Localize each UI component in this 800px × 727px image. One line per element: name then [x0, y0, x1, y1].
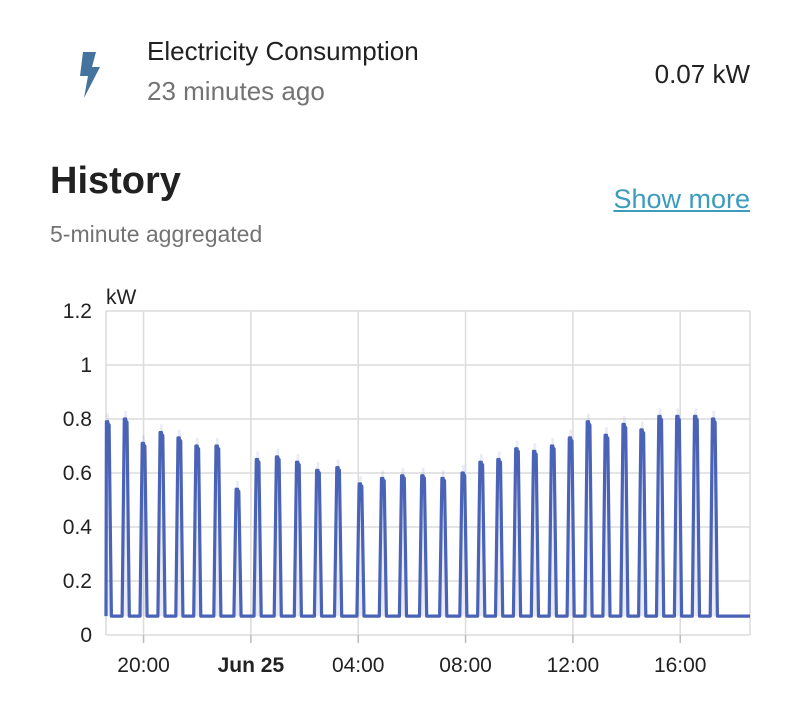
series-peak-point	[533, 449, 537, 453]
chart-grid	[105, 310, 751, 636]
entity-state-value: 0.07 kW	[654, 59, 750, 89]
entity-name: Electricity Consumption	[147, 36, 419, 66]
x-tick-label: Jun 25	[218, 654, 285, 677]
history-chart[interactable]: 0 0.2 0.4 0.6 0.8 1 1.2 20:00 Jun 25 04:00 08:00 12…	[0, 275, 800, 695]
series-peak-point	[622, 422, 626, 426]
series-peak-point	[215, 444, 219, 448]
y-tick-label: 0.4	[63, 516, 93, 539]
y-tick-label: 0.6	[63, 462, 92, 485]
series-peak-point	[712, 417, 716, 421]
y-tick-label: 1.2	[63, 300, 92, 323]
series-peak-point	[235, 487, 240, 491]
y-axis-unit-label: kW	[106, 286, 137, 309]
series-peak-point	[159, 430, 164, 435]
entity-row[interactable]: Electricity Consumption 23 minutes ago 0…	[0, 0, 800, 130]
y-tick-label: 0.8	[63, 408, 92, 431]
series-peak-point	[461, 471, 465, 475]
series-peak-point	[569, 436, 573, 440]
series-peak-point	[381, 476, 385, 480]
lightning-bolt-icon	[80, 52, 100, 98]
series-peak-point	[497, 457, 501, 462]
chart-axes: 0 0.2 0.4 0.6 0.8 1 1.2 20:00 Jun 25 04:00 08:00 12…	[63, 300, 707, 677]
entity-last-changed: 23 minutes ago	[147, 76, 325, 106]
series-peak-point	[401, 474, 405, 478]
series-peak-point	[296, 460, 300, 464]
show-more-link[interactable]: Show more	[613, 184, 750, 214]
series-peak-point	[515, 447, 519, 451]
x-tick-label: 20:00	[117, 654, 170, 677]
series-peak-point	[694, 414, 698, 418]
y-tick-label: 0	[80, 624, 92, 647]
history-subtitle: 5-minute aggregated	[50, 221, 263, 247]
series-peak-point	[586, 420, 591, 424]
series-peak-point	[106, 420, 110, 424]
series-peak-point	[141, 441, 146, 445]
series-peak-point	[195, 444, 199, 448]
y-tick-label: 1	[80, 354, 92, 377]
series-peak-point	[551, 444, 555, 448]
series-peak-point	[276, 455, 280, 459]
series-line	[104, 414, 750, 618]
history-title: History	[50, 160, 181, 202]
series-peak-point	[640, 428, 644, 432]
series-peak-point	[177, 436, 181, 440]
series-peak-point	[336, 466, 340, 470]
x-tick-label: 04:00	[332, 654, 385, 677]
x-tick-label: 08:00	[439, 654, 492, 677]
series-peak-point	[358, 482, 363, 486]
series-peak-point	[676, 414, 680, 418]
chart-series	[104, 408, 750, 618]
series-peak-point	[256, 457, 260, 462]
x-tick-label: 16:00	[654, 654, 707, 677]
series-peak-point	[316, 468, 320, 472]
series-peak-point	[124, 417, 128, 421]
y-tick-label: 0.2	[63, 570, 92, 593]
series-peak-point	[441, 476, 445, 480]
x-tick-label: 12:00	[547, 654, 600, 677]
series-peak-point	[479, 460, 483, 464]
series-peak-point	[604, 433, 609, 437]
series-peak-point	[658, 414, 662, 418]
series-peak-point	[421, 474, 425, 478]
